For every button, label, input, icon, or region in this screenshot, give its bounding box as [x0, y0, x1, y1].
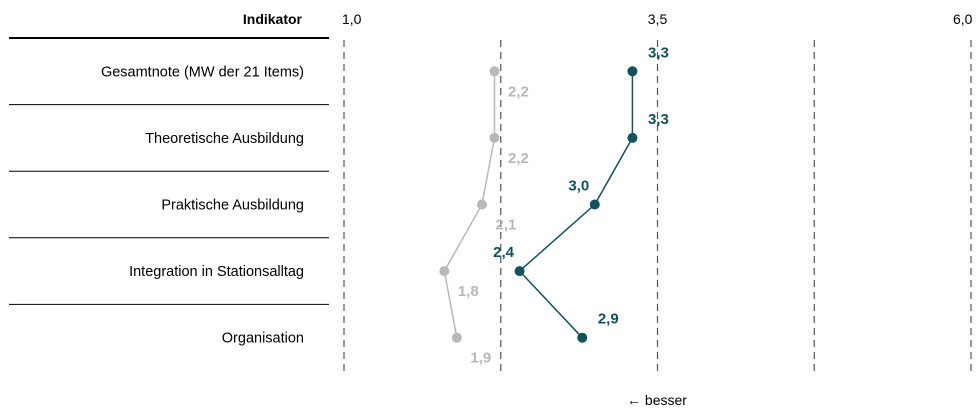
data-point — [627, 66, 638, 77]
chart-header: Indikator — [243, 11, 303, 27]
category-label: Organisation — [222, 331, 304, 347]
data-point — [451, 332, 462, 343]
data-label: 2,1 — [496, 217, 517, 234]
grid — [343, 40, 972, 376]
data-label: 3,3 — [648, 111, 669, 128]
category-label: Gesamtnote (MW der 21 Items) — [101, 64, 304, 80]
data-point — [439, 266, 450, 277]
series: 2,2 2,2 2,1 1,8 1,9 3,3 3,3 3,0 2,4 2,9 — [439, 44, 669, 367]
data-label: 3,0 — [568, 178, 589, 195]
series-line-1 — [518, 71, 634, 339]
data-point — [489, 132, 500, 143]
x-axis-ticks: 1,0 3,5 6,0 — [342, 11, 973, 27]
data-point — [489, 66, 500, 77]
data-label: 2,4 — [493, 244, 515, 261]
data-label: 1,9 — [470, 350, 491, 367]
x-tick-label: 3,5 — [648, 11, 668, 27]
category-label: Integration in Stationsalltag — [129, 264, 304, 280]
indicator-column-header: Indikator — [243, 11, 303, 27]
data-label: 3,3 — [648, 44, 669, 61]
data-point — [627, 132, 638, 143]
data-label: 2,2 — [508, 83, 529, 100]
category-label: Praktische Ausbildung — [161, 198, 304, 214]
x-tick-label: 1,0 — [342, 11, 362, 27]
data-label: 2,9 — [598, 311, 619, 328]
better-direction-note: ← besser — [627, 392, 687, 408]
data-label: 1,8 — [458, 283, 479, 300]
x-tick-label: 6,0 — [953, 11, 973, 27]
category-label: Theoretische Ausbildung — [145, 131, 304, 147]
data-point — [476, 199, 487, 210]
row-dividers — [9, 37, 329, 305]
data-point — [577, 332, 588, 343]
data-point — [589, 199, 600, 210]
chart-footer: ← besser — [627, 392, 687, 408]
data-label: 2,2 — [508, 150, 529, 167]
data-point — [514, 266, 525, 277]
category-labels: Gesamtnote (MW der 21 Items) Theoretische… — [101, 64, 304, 346]
